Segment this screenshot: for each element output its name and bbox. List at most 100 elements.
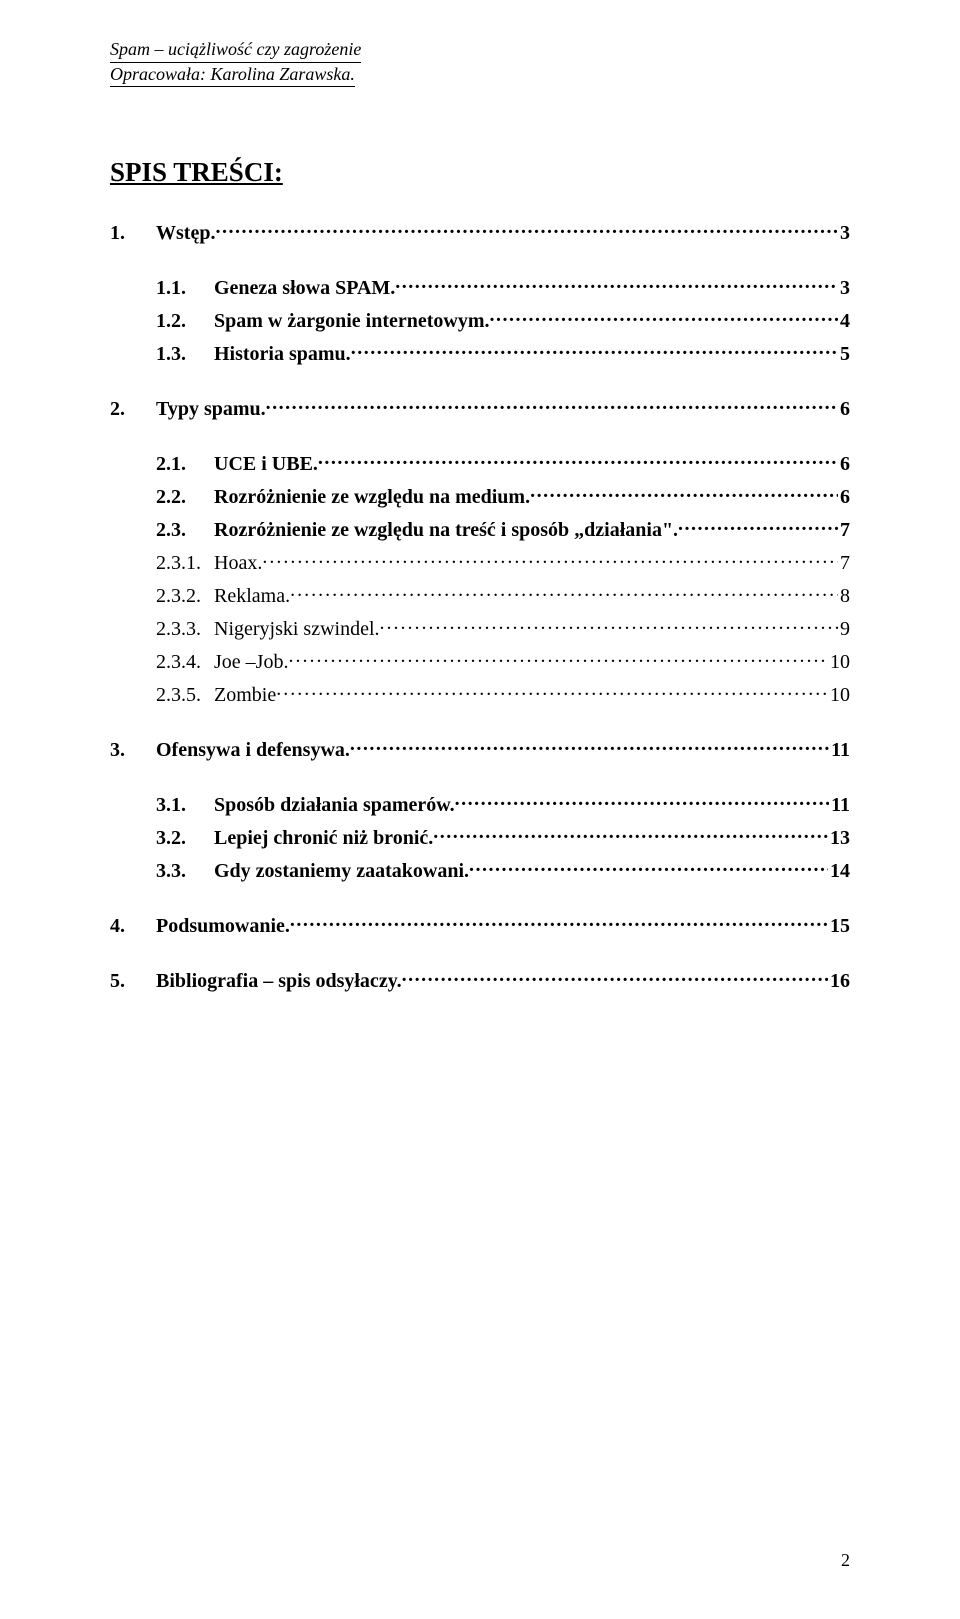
toc-row: 2.3.3.Nigeryjski szwindel. 9 [110,612,850,641]
toc-leader [402,964,828,987]
toc-page-number: 6 [838,453,850,476]
toc-number: 3.2. [156,827,214,850]
toc-page-number: 14 [828,860,850,883]
toc-leader [276,678,828,701]
toc-number: 2.3.2. [156,585,214,608]
toc-label: Bibliografia – spis odsyłaczy. [156,970,402,993]
toc-number: 3. [110,739,156,762]
toc-label: Nigeryjski szwindel. [214,618,380,641]
toc-page-number: 8 [838,585,850,608]
toc-row: 2.2.Rozróżnienie ze względu na medium.6 [110,480,850,509]
toc-page-number: 11 [829,739,850,762]
toc-leader [288,645,828,668]
header-title-text: Spam – uciążliwość czy zagrożenie [110,38,361,63]
header-line-author: Opracowała: Karolina Zarawska. [110,63,850,88]
toc-leader [490,304,838,327]
table-of-contents: 1.Wstęp.31.1.Geneza słowa SPAM.31.2.Spam… [110,216,850,993]
toc-page-number: 9 [838,618,850,641]
toc-leader [290,909,828,932]
toc-label: Historia spamu. [214,343,351,366]
toc-page-number: 16 [828,970,850,993]
toc-row: 3.3.Gdy zostaniemy zaatakowani.14 [110,854,850,883]
toc-page-number: 5 [838,343,850,366]
toc-label: Rozróżnienie ze względu na treść i sposó… [214,519,678,542]
toc-label: Podsumowanie. [156,915,290,938]
toc-gap [110,942,850,964]
toc-gap [110,711,850,733]
toc-leader [290,579,838,602]
toc-page-number: 7 [838,552,850,575]
toc-heading: SPIS TREŚCI: [110,157,850,188]
toc-gap [110,887,850,909]
toc-number: 2.3.3. [156,618,214,641]
toc-gap [110,766,850,788]
toc-row: 5.Bibliografia – spis odsyłaczy. 16 [110,964,850,993]
toc-label: Joe –Job. [214,651,288,674]
toc-row: 2.3.Rozróżnienie ze względu na treść i s… [110,513,850,542]
toc-number: 1.3. [156,343,214,366]
toc-number: 2. [110,398,156,421]
toc-label: Reklama. [214,585,290,608]
toc-leader [215,216,838,239]
toc-page-number: 6 [838,398,850,421]
toc-row: 3.2.Lepiej chronić niż bronić. 13 [110,821,850,850]
toc-row: 3.Ofensywa i defensywa. 11 [110,733,850,762]
toc-row: 1.Wstęp. 3 [110,216,850,245]
toc-number: 2.3.4. [156,651,214,674]
toc-number: 1.1. [156,277,214,300]
toc-row: 2.Typy spamu. 6 [110,392,850,421]
toc-leader [266,392,838,415]
toc-label: Wstęp. [156,222,215,245]
toc-label: Gdy zostaniemy zaatakowani. [214,860,469,883]
toc-page-number: 3 [838,277,850,300]
toc-label: Ofensywa i defensywa. [156,739,350,762]
toc-label: Lepiej chronić niż bronić. [214,827,433,850]
toc-gap [110,425,850,447]
toc-leader [262,546,838,569]
toc-label: Zombie [214,684,276,707]
toc-row: 2.1.UCE i UBE. 6 [110,447,850,476]
toc-label: Typy spamu. [156,398,266,421]
toc-page-number: 3 [838,222,850,245]
toc-leader [433,821,828,844]
toc-leader [455,788,829,811]
toc-leader [350,733,829,756]
toc-row: 4.Podsumowanie. 15 [110,909,850,938]
toc-number: 1.2. [156,310,214,333]
toc-leader [395,271,838,294]
toc-number: 3.1. [156,794,214,817]
toc-row: 1.3.Historia spamu. 5 [110,337,850,366]
toc-row: 3.1.Sposób działania spamerów. 11 [110,788,850,817]
toc-leader [380,612,838,635]
toc-number: 2.3.1. [156,552,214,575]
toc-label: Hoax. [214,552,262,575]
toc-label: Spam w żargonie internetowym. [214,310,490,333]
toc-number: 2.3.5. [156,684,214,707]
toc-number: 5. [110,970,156,993]
toc-page-number: 11 [829,794,850,817]
toc-page-number: 4 [838,310,850,333]
toc-leader [351,337,838,360]
toc-number: 2.1. [156,453,214,476]
toc-label: Sposób działania spamerów. [214,794,455,817]
toc-row: 2.3.4.Joe –Job. 10 [110,645,850,674]
header-line-title: Spam – uciążliwość czy zagrożenie [110,38,850,63]
toc-label: UCE i UBE. [214,453,318,476]
toc-number: 2.3. [156,519,214,542]
toc-page-number: 10 [828,651,850,674]
toc-page-number: 13 [828,827,850,850]
toc-page-number: 15 [828,915,850,938]
toc-page-number: 6 [838,486,850,509]
toc-leader [469,854,828,877]
running-header: Spam – uciążliwość czy zagrożenie Opraco… [110,38,850,87]
document-page: Spam – uciążliwość czy zagrożenie Opraco… [0,0,960,1619]
toc-leader [318,447,838,470]
toc-gap [110,370,850,392]
toc-number: 1. [110,222,156,245]
toc-leader [678,513,838,536]
toc-leader [530,480,838,503]
toc-label: Rozróżnienie ze względu na medium. [214,486,530,509]
toc-row: 1.2.Spam w żargonie internetowym. 4 [110,304,850,333]
toc-row: 2.3.5.Zombie10 [110,678,850,707]
toc-number: 4. [110,915,156,938]
